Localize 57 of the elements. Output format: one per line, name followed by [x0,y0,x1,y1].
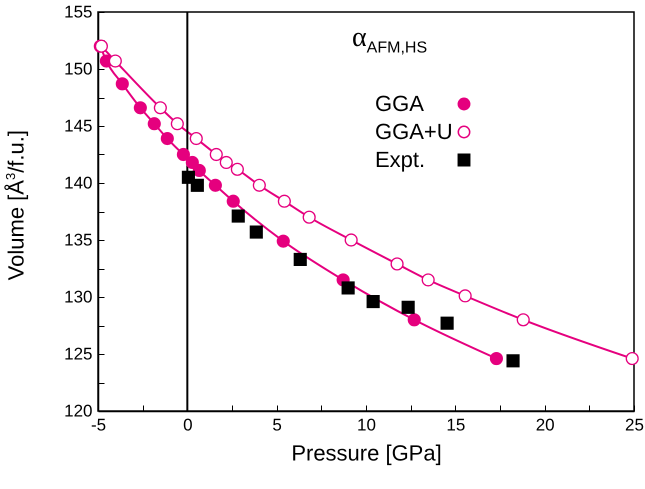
point [516,313,530,326]
point [366,294,380,308]
point [278,194,291,208]
x-tick-label: 20 [536,416,555,434]
point [402,300,415,314]
point [134,101,147,114]
point [170,117,184,130]
point [440,316,454,330]
point [192,164,206,178]
point [210,148,223,162]
x-tick-label: 0 [183,416,193,434]
point [154,101,167,114]
x-tick-label: 15 [446,416,466,434]
point [190,132,203,146]
legend-title: α$_{AFM,HS}$ [352,22,428,58]
point [490,352,503,366]
point [506,354,520,368]
point [116,77,129,90]
point [226,194,240,208]
y-tick-label: 145 [64,116,92,136]
point [390,257,404,270]
x-tick-label: -5 [90,416,106,434]
point [344,233,358,247]
point [626,352,639,366]
point [148,117,161,130]
point [294,252,307,266]
y-tick-label: 130 [64,288,92,306]
point [422,273,435,286]
point [408,313,421,326]
y-tick-label: 125 [64,344,92,364]
point [458,289,472,302]
y-tick-label: 135 [64,230,92,250]
y-tick-label: 155 [64,2,92,22]
point [250,225,263,239]
point [302,210,316,224]
x-tick-label: 25 [625,416,644,434]
point [160,132,174,146]
point [276,234,290,248]
point [190,178,204,192]
legend-label: GGA+U [375,119,453,144]
x-axis-title: Pressure [GPa] [291,440,442,466]
point [108,54,122,68]
legend-label: GGA [375,91,424,116]
point [252,178,266,192]
point [208,178,222,192]
legend-label: Expt. [375,147,426,172]
point [186,156,199,170]
point [230,162,244,176]
point [220,156,233,170]
point [232,209,245,223]
y-tick-label: 140 [64,174,92,192]
x-tick-label: 10 [357,416,376,434]
y-tick-label: 150 [64,60,92,78]
point [342,281,355,294]
y-tick-label: 120 [64,402,92,420]
point [176,148,190,162]
x-tick-label: 5 [272,416,282,434]
